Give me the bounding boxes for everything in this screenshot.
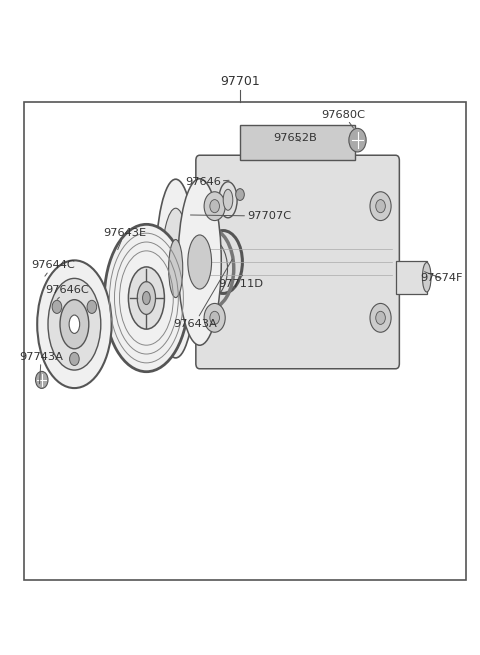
Circle shape bbox=[52, 300, 62, 314]
Circle shape bbox=[376, 311, 385, 324]
Text: 97680C: 97680C bbox=[322, 109, 366, 128]
Bar bbox=[24, 102, 466, 580]
Circle shape bbox=[370, 192, 391, 221]
Circle shape bbox=[70, 352, 79, 365]
Ellipse shape bbox=[223, 189, 233, 210]
Ellipse shape bbox=[105, 224, 188, 371]
Text: 97674F: 97674F bbox=[420, 272, 463, 284]
Circle shape bbox=[87, 300, 96, 314]
Ellipse shape bbox=[168, 240, 183, 297]
Ellipse shape bbox=[178, 179, 221, 345]
Circle shape bbox=[370, 303, 391, 332]
Circle shape bbox=[210, 200, 219, 213]
Circle shape bbox=[204, 303, 225, 332]
Text: 97643E: 97643E bbox=[103, 227, 146, 250]
Circle shape bbox=[376, 200, 385, 213]
Text: 97707C: 97707C bbox=[191, 211, 291, 221]
Ellipse shape bbox=[48, 278, 101, 370]
Text: 97646: 97646 bbox=[185, 177, 229, 187]
Bar bbox=[240, 125, 355, 160]
FancyBboxPatch shape bbox=[196, 155, 399, 369]
Text: 97646C: 97646C bbox=[46, 284, 89, 299]
Ellipse shape bbox=[156, 179, 196, 358]
Ellipse shape bbox=[69, 315, 80, 333]
Circle shape bbox=[236, 189, 244, 200]
Ellipse shape bbox=[162, 208, 190, 329]
Ellipse shape bbox=[60, 300, 89, 348]
Text: 97652B: 97652B bbox=[274, 132, 317, 143]
Text: 97644C: 97644C bbox=[31, 260, 75, 276]
Ellipse shape bbox=[422, 263, 431, 292]
Ellipse shape bbox=[37, 261, 112, 388]
Text: 97711D: 97711D bbox=[218, 275, 264, 289]
Ellipse shape bbox=[137, 282, 156, 314]
Circle shape bbox=[210, 311, 219, 324]
Text: 97643A: 97643A bbox=[173, 259, 232, 329]
Ellipse shape bbox=[219, 182, 237, 217]
Text: 97743A: 97743A bbox=[19, 352, 63, 384]
Circle shape bbox=[36, 371, 48, 388]
Ellipse shape bbox=[129, 267, 164, 329]
Ellipse shape bbox=[188, 235, 212, 289]
Bar bbox=[396, 261, 427, 293]
Circle shape bbox=[349, 128, 366, 152]
Circle shape bbox=[204, 192, 225, 221]
Text: 97701: 97701 bbox=[220, 75, 260, 88]
Ellipse shape bbox=[143, 291, 150, 305]
